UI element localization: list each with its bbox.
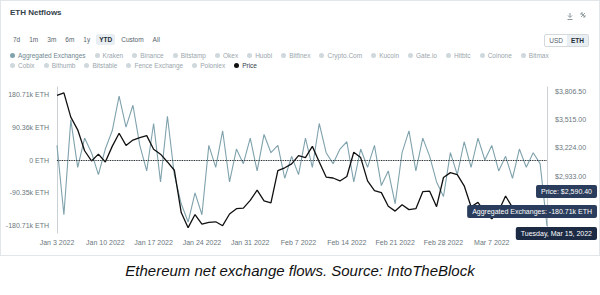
html-text:ETH: ETH (571, 37, 584, 44)
svg-text:$3,806.50: $3,806.50 (555, 88, 586, 95)
svg-text:Jan 31 2022: Jan 31 2022 (231, 239, 270, 246)
html-text:1m: 1m (29, 36, 39, 43)
svg-text:$2,933.00: $2,933.00 (555, 173, 586, 180)
html-text:Bitstable: Bitstable (92, 62, 118, 69)
html-text:7d: 7d (13, 36, 21, 43)
svg-text:-90.35k ETH: -90.35k ETH (10, 189, 49, 196)
html-text:Fence Exchange: Fence Exchange (134, 62, 184, 69)
svg-text:Feb 14 2022: Feb 14 2022 (327, 239, 366, 246)
html-text:Coinone: Coinone (487, 52, 512, 59)
svg-text:$3,515.00: $3,515.00 (555, 116, 586, 123)
html-text:Crypto.Com: Crypto.Com (327, 52, 363, 59)
html-text:6m: 6m (65, 36, 75, 43)
html-text:Okex: Okex (223, 52, 239, 59)
svg-text:Jan 24 2022: Jan 24 2022 (183, 239, 222, 246)
svg-text:-180.71k ETH: -180.71k ETH (6, 222, 49, 229)
svg-text:Tuesday, Mar 15, 2022: Tuesday, Mar 15, 2022 (521, 230, 592, 238)
html-text:Hitbtc: Hitbtc (454, 52, 471, 59)
html-text:Custom: Custom (121, 36, 144, 43)
svg-text:90.36k ETH: 90.36k ETH (12, 124, 49, 131)
svg-text:Jan 3 2022: Jan 3 2022 (40, 239, 75, 246)
html-text:Bitfinex: Bitfinex (289, 52, 311, 59)
html-text:Kucoin: Kucoin (379, 52, 399, 59)
html-text:Binance: Binance (140, 52, 164, 59)
html-text:3m: 3m (47, 36, 57, 43)
html-text:USD: USD (549, 37, 563, 44)
svg-text:Jan 10 2022: Jan 10 2022 (86, 239, 125, 246)
html-text:All: All (152, 36, 160, 43)
svg-text:$3,224.00: $3,224.00 (555, 144, 586, 151)
html-text:Poloniex: Poloniex (200, 62, 226, 69)
html-text:ETH Netflows: ETH Netflows (10, 8, 62, 17)
svg-text:0 ETH: 0 ETH (29, 157, 49, 164)
svg-text:Feb 28 2022: Feb 28 2022 (424, 239, 463, 246)
html-text:Price: Price (242, 62, 257, 69)
html-text:Kraken: Kraken (102, 52, 124, 59)
svg-text:Feb 21 2022: Feb 21 2022 (376, 239, 415, 246)
svg-text:Mar 7 2022: Mar 7 2022 (474, 239, 510, 246)
html-text:Ethereum net exchange flows. S: Ethereum net exchange flows. Source: Int… (125, 262, 475, 279)
html-text:Bithumb: Bithumb (51, 62, 76, 69)
svg-text:Aggregated Exchanges: -180.71k: Aggregated Exchanges: -180.71k ETH (472, 208, 592, 216)
html-text:1y: 1y (83, 36, 91, 43)
svg-text:Price: $2,590.40: Price: $2,590.40 (541, 188, 592, 195)
svg-text:180.71k ETH: 180.71k ETH (8, 91, 49, 98)
svg-text:Feb 7 2022: Feb 7 2022 (281, 239, 317, 246)
svg-text:Jan 17 2022: Jan 17 2022 (134, 239, 173, 246)
html-text:Huobi: Huobi (255, 52, 273, 59)
html-text:Bitmax: Bitmax (528, 52, 549, 59)
html-text:Cobix: Cobix (18, 62, 35, 69)
html-text:Bitstamp: Bitstamp (180, 52, 206, 59)
html-text:YTD: YTD (99, 36, 113, 43)
html-text:Gate.io: Gate.io (416, 52, 437, 59)
html-text:Aggregated Exchanges: Aggregated Exchanges (18, 52, 86, 59)
